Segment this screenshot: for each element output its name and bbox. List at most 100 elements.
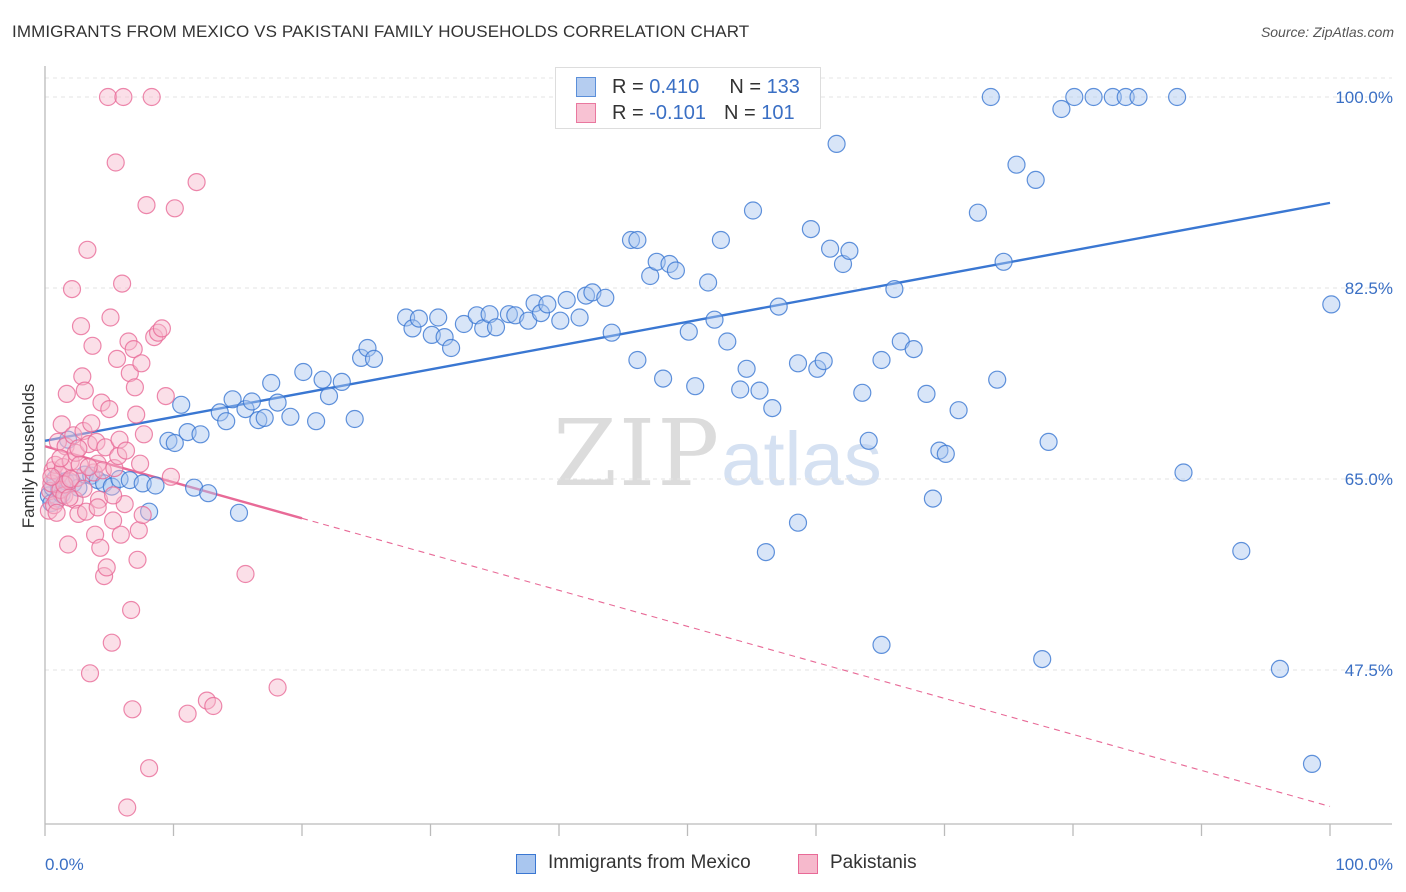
data-point [499,305,518,324]
data-point [140,759,159,778]
stats-legend: R = 0.410 N = 133 R = -0.101 N = 101 [555,67,821,129]
data-point [223,390,242,409]
data-point [1302,754,1322,774]
data-point [102,633,121,652]
data-point [750,381,769,400]
n-value: 133 [766,76,800,98]
data-point [60,488,79,507]
data-point [268,393,287,412]
watermark-atlas: atlas [721,417,882,502]
data-point [705,310,724,329]
data-point [156,387,175,406]
trend-line-0 [44,201,1331,442]
data-point [187,173,206,192]
data-point [268,678,287,697]
n-value: 101 [761,102,795,124]
data-point [116,441,136,460]
data-point [833,254,853,274]
x-tick-label: 100.0% [1335,855,1393,874]
data-point [596,288,615,307]
data-point [93,461,112,480]
data-point [281,407,300,426]
data-point [178,704,197,723]
data-point [100,400,119,419]
r-value: -0.101 [649,102,706,124]
data-point [125,378,144,397]
data-point [454,314,473,334]
data-point [124,340,143,359]
data-point [152,319,171,338]
data-point [1007,155,1026,174]
data-point [122,600,141,620]
data-point [58,535,78,554]
axis-labels: 100.0% 82.5% 65.0% 47.5% 0.0% 100.0% Family Ho… [19,88,1393,874]
mexico-legend-swatch [516,854,536,874]
trend-line-dashed-1 [301,517,1331,807]
data-point [165,433,184,453]
data-point [61,469,80,489]
data-point [557,290,576,310]
data-point [229,503,249,522]
data-point [73,367,92,386]
data-point [769,297,788,316]
data-point [1039,432,1058,451]
data-point [788,513,808,532]
data-point [172,395,191,414]
data-point [97,558,116,577]
y-tick-label: 100.0% [1335,88,1393,107]
data-point [403,319,422,338]
data-point [69,439,88,458]
data-point [486,318,506,337]
data-point [820,239,840,258]
data-point [345,409,364,429]
chart-title: IMMIGRANTS FROM MEXICO VS PAKISTANI FAMI… [12,22,750,41]
data-point [994,252,1013,271]
source-label: Source: ZipAtlas.com [1260,24,1394,40]
data-point [131,454,150,473]
data-point [103,511,123,530]
data-point [106,153,125,172]
data-point [1052,99,1071,119]
data-point [480,305,499,324]
data-point [47,503,66,522]
data-point [114,87,133,107]
data-point [91,538,110,557]
data-point [75,381,94,400]
series-0 [39,87,1341,774]
data-point [105,459,124,478]
data-point [128,550,147,569]
data-point [52,415,71,434]
data-point [142,87,161,107]
data-point [199,484,218,503]
data-point [904,340,923,359]
data-point [101,308,120,327]
data-point [110,430,129,449]
data-point [294,362,313,382]
data-point [1084,87,1103,107]
data-point [118,798,137,817]
r-value: 0.410 [649,76,700,98]
data-point [1174,463,1193,482]
data-point [87,432,106,451]
data-point [98,87,118,107]
pakistanis-legend-swatch [798,854,818,874]
data-point [364,349,384,368]
r-label: R = [612,102,650,124]
data-point [429,308,448,327]
data-point [621,230,641,250]
data-point [853,383,872,402]
data-point [731,380,750,399]
data-point [988,370,1007,389]
data-point [82,414,101,433]
series-legend: Immigrants from Mexico Pakistanis [0,852,1406,878]
data-point [711,230,731,250]
data-point [51,449,70,468]
data-point [737,359,756,378]
data-point [917,384,936,403]
data-point [262,373,281,393]
data-point [242,392,261,411]
series-1 [39,87,287,817]
data-point [129,521,148,540]
data-point [840,241,859,260]
